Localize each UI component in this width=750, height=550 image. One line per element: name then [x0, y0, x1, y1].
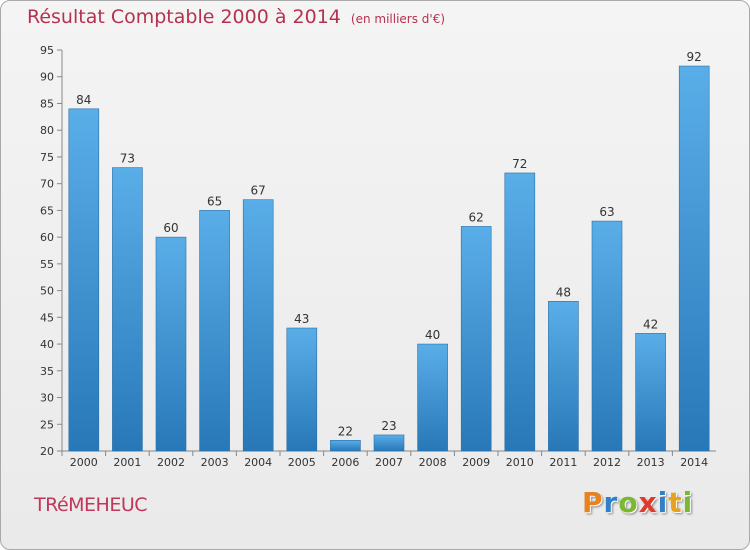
- bar: [112, 167, 143, 452]
- bar-value-label: 84: [76, 93, 91, 107]
- y-tick-label: 30: [40, 392, 54, 405]
- y-tick-label: 85: [40, 97, 54, 110]
- y-tick-label: 70: [40, 178, 54, 191]
- x-tick-label: 2002: [157, 456, 185, 469]
- y-tick-label: 55: [40, 258, 54, 271]
- x-tick-label: 2007: [375, 456, 403, 469]
- logo-letter: o: [618, 486, 639, 519]
- x-tick-label: 2013: [637, 456, 665, 469]
- bar: [242, 199, 274, 452]
- commune-name: TRéMEHEUC: [34, 494, 148, 516]
- y-tick-label: 45: [40, 311, 54, 324]
- bar: [635, 333, 666, 452]
- y-tick-label: 20: [40, 445, 54, 458]
- y-tick-label: 80: [40, 124, 54, 137]
- logo-letter: i: [657, 486, 669, 519]
- bar: [460, 226, 492, 452]
- bar-value-label: 48: [556, 285, 571, 299]
- y-tick-label: 60: [40, 231, 54, 244]
- x-tick-label: 2000: [70, 456, 98, 469]
- y-tick-label: 90: [40, 71, 54, 84]
- unit-label: (en milliers d'€): [350, 12, 446, 26]
- y-tick-label: 65: [40, 204, 54, 217]
- bar-value-label: 65: [207, 194, 222, 208]
- bar-value-label: 62: [469, 210, 484, 224]
- bars: 84 73 60 65 67 43 22 23 40 62 72 48 63 42 92: [68, 50, 710, 452]
- x-tick-label: 2012: [593, 456, 621, 469]
- bar-value-label: 22: [338, 424, 353, 438]
- x-tick-label: 2006: [331, 456, 359, 469]
- bar-value-label: 60: [163, 221, 178, 235]
- bar-value-label: 43: [294, 312, 309, 326]
- x-tick-label: 2009: [462, 456, 490, 469]
- proxiti-logo: Proxiti: [582, 486, 693, 519]
- bar-value-label: 73: [120, 152, 135, 166]
- title-text: Résultat Comptable 2000 à 2014: [27, 6, 341, 28]
- bar: [417, 343, 448, 452]
- logo-letter: i: [682, 486, 694, 519]
- bar-value-label: 92: [687, 50, 702, 64]
- bar-value-label: 42: [643, 317, 658, 331]
- x-tick-label: 2010: [506, 456, 534, 469]
- x-tick-label: 2005: [288, 456, 316, 469]
- chart-title: Résultat Comptable 2000 à 2014 (en millie…: [27, 6, 445, 28]
- bar-value-label: 67: [251, 184, 266, 198]
- bar: [591, 220, 623, 452]
- bar-value-label: 72: [512, 157, 527, 171]
- logo-letter: x: [638, 486, 658, 519]
- logo-letter: t: [668, 486, 683, 519]
- x-tick-label: 2008: [419, 456, 447, 469]
- bar: [68, 108, 100, 452]
- bar: [155, 236, 187, 452]
- x-tick-label: 2004: [244, 456, 272, 469]
- y-tick-label: 75: [40, 151, 54, 164]
- bar: [548, 300, 579, 452]
- bar-value-label: 63: [599, 205, 614, 219]
- x-tick-label: 2014: [680, 456, 708, 469]
- bar: [199, 210, 230, 452]
- bar: [373, 434, 405, 452]
- bar-value-label: 40: [425, 328, 440, 342]
- bar: [330, 440, 361, 452]
- y-tick-label: 50: [40, 285, 54, 298]
- logo-letter: P: [582, 486, 604, 519]
- y-tick-label: 95: [40, 44, 54, 57]
- logo-letter: r: [603, 486, 619, 519]
- bar: [286, 327, 318, 452]
- bar: [504, 172, 536, 452]
- x-tick-label: 2003: [201, 456, 229, 469]
- x-tick-label: 2001: [113, 456, 141, 469]
- y-tick-label: 25: [40, 418, 54, 431]
- axes: 20 25 30 35 40 45 50 55 60 65 70 75 80 85 90 95 2000 2001…: [40, 44, 716, 469]
- y-tick-label: 40: [40, 338, 54, 351]
- y-tick-label: 35: [40, 365, 54, 378]
- x-tick-label: 2011: [549, 456, 577, 469]
- bar-value-label: 23: [381, 419, 396, 433]
- bar: [678, 65, 710, 452]
